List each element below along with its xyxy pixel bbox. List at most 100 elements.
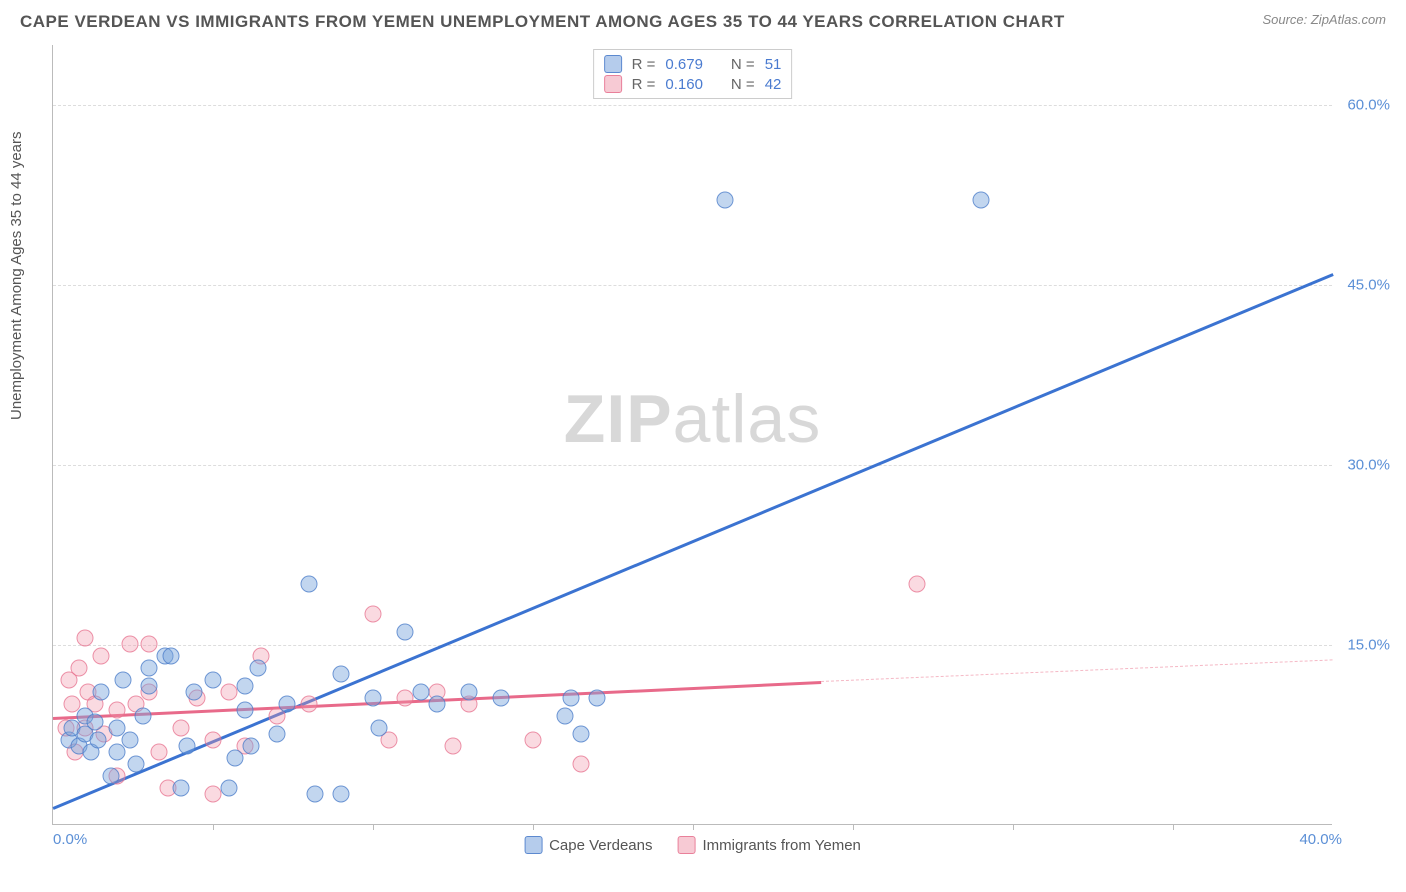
- data-point: [573, 756, 590, 773]
- watermark-bold: ZIP: [564, 381, 673, 457]
- data-point: [307, 786, 324, 803]
- data-point: [102, 768, 119, 785]
- data-point: [557, 708, 574, 725]
- y-tick-label: 30.0%: [1347, 457, 1390, 474]
- x-tick-mark: [693, 824, 694, 830]
- source-attribution: Source: ZipAtlas.com: [1262, 12, 1386, 27]
- data-point: [141, 636, 158, 653]
- data-point: [397, 690, 414, 707]
- data-point: [429, 696, 446, 713]
- x-tick-mark: [853, 824, 854, 830]
- legend-item-pink: Immigrants from Yemen: [678, 836, 861, 854]
- data-point: [141, 678, 158, 695]
- data-point: [525, 732, 542, 749]
- data-point: [185, 684, 202, 701]
- data-point: [227, 750, 244, 767]
- data-point: [445, 738, 462, 755]
- data-point: [70, 660, 87, 677]
- legend-label-blue: Cape Verdeans: [549, 837, 652, 854]
- x-tick-label: 40.0%: [1299, 831, 1342, 848]
- data-point: [128, 756, 145, 773]
- data-point: [461, 684, 478, 701]
- data-point: [269, 726, 286, 743]
- n-value-pink: 42: [765, 76, 782, 93]
- data-point: [121, 636, 138, 653]
- watermark: ZIPatlas: [564, 380, 821, 458]
- data-point: [278, 696, 295, 713]
- data-point: [365, 606, 382, 623]
- grid-line: [53, 465, 1332, 466]
- x-tick-mark: [373, 824, 374, 830]
- data-point: [237, 678, 254, 695]
- data-point: [89, 732, 106, 749]
- data-point: [365, 690, 382, 707]
- data-point: [77, 630, 94, 647]
- data-point: [205, 672, 222, 689]
- data-point: [909, 576, 926, 593]
- data-point: [163, 648, 180, 665]
- data-point: [563, 690, 580, 707]
- x-tick-mark: [1013, 824, 1014, 830]
- series-legend: Cape Verdeans Immigrants from Yemen: [524, 836, 861, 854]
- data-point: [173, 780, 190, 797]
- data-point: [243, 738, 260, 755]
- data-point: [221, 780, 238, 797]
- trend-line: [821, 659, 1333, 682]
- r-value-pink: 0.160: [665, 76, 703, 93]
- stats-row-blue: R = 0.679 N = 51: [604, 54, 782, 74]
- data-point: [973, 192, 990, 209]
- data-point: [86, 714, 103, 731]
- data-point: [493, 690, 510, 707]
- r-label: R =: [632, 56, 656, 73]
- grid-line: [53, 645, 1332, 646]
- n-value-blue: 51: [765, 56, 782, 73]
- chart-header: CAPE VERDEAN VS IMMIGRANTS FROM YEMEN UN…: [20, 12, 1386, 32]
- stats-row-pink: R = 0.160 N = 42: [604, 74, 782, 94]
- data-point: [573, 726, 590, 743]
- data-point: [93, 684, 110, 701]
- y-axis-label: Unemployment Among Ages 35 to 44 years: [8, 131, 25, 420]
- chart-title: CAPE VERDEAN VS IMMIGRANTS FROM YEMEN UN…: [20, 12, 1065, 32]
- swatch-blue-icon: [604, 55, 622, 73]
- x-tick-mark: [213, 824, 214, 830]
- swatch-pink-icon: [604, 75, 622, 93]
- data-point: [589, 690, 606, 707]
- y-tick-label: 15.0%: [1347, 637, 1390, 654]
- data-point: [141, 660, 158, 677]
- data-point: [301, 576, 318, 593]
- data-point: [717, 192, 734, 209]
- y-tick-label: 45.0%: [1347, 277, 1390, 294]
- x-tick-label: 0.0%: [53, 831, 87, 848]
- data-point: [333, 786, 350, 803]
- n-label: N =: [731, 76, 755, 93]
- data-point: [93, 648, 110, 665]
- data-point: [205, 732, 222, 749]
- data-point: [173, 720, 190, 737]
- data-point: [301, 696, 318, 713]
- data-point: [237, 702, 254, 719]
- data-point: [115, 672, 132, 689]
- grid-line: [53, 285, 1332, 286]
- n-label: N =: [731, 56, 755, 73]
- data-point: [413, 684, 430, 701]
- data-point: [109, 702, 126, 719]
- legend-item-blue: Cape Verdeans: [524, 836, 652, 854]
- x-tick-mark: [533, 824, 534, 830]
- data-point: [179, 738, 196, 755]
- r-value-blue: 0.679: [665, 56, 703, 73]
- y-tick-label: 60.0%: [1347, 97, 1390, 114]
- data-point: [205, 786, 222, 803]
- x-tick-mark: [1173, 824, 1174, 830]
- r-label: R =: [632, 76, 656, 93]
- data-point: [134, 708, 151, 725]
- stats-legend: R = 0.679 N = 51 R = 0.160 N = 42: [593, 49, 793, 99]
- grid-line: [53, 105, 1332, 106]
- data-point: [397, 624, 414, 641]
- legend-label-pink: Immigrants from Yemen: [703, 837, 861, 854]
- swatch-pink-icon: [678, 836, 696, 854]
- scatter-plot-area: ZIPatlas R = 0.679 N = 51 R = 0.160 N = …: [52, 45, 1332, 825]
- data-point: [121, 732, 138, 749]
- watermark-light: atlas: [673, 381, 822, 457]
- data-point: [371, 720, 388, 737]
- data-point: [150, 744, 167, 761]
